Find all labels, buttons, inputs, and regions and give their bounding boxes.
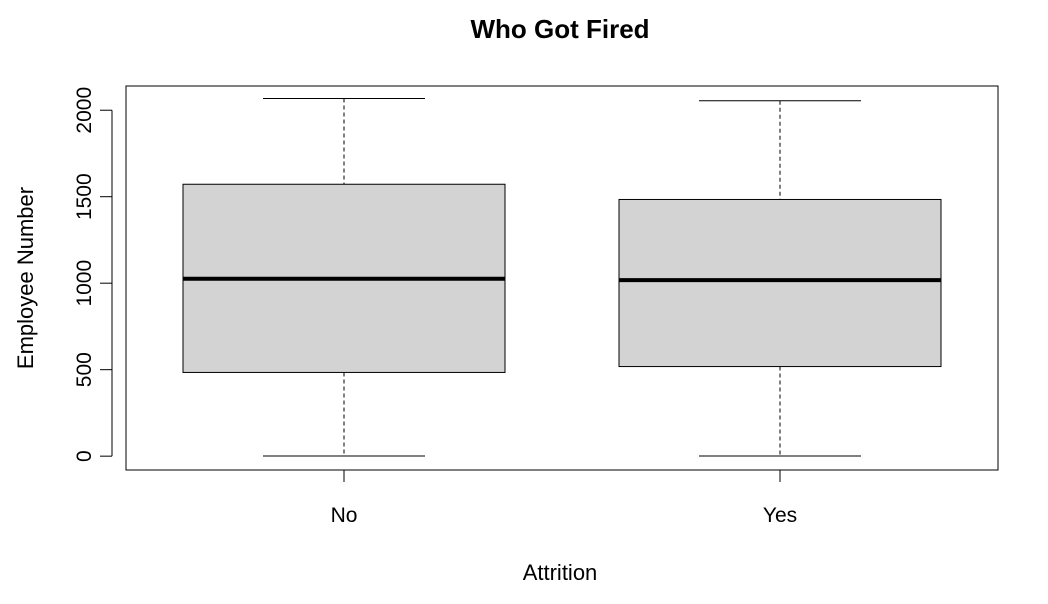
x-tick-label: No xyxy=(331,504,358,527)
iqr-box xyxy=(618,198,942,368)
y-axis: 0 500 1000 1500 2000 xyxy=(73,87,113,462)
y-axis-label: Employee Number xyxy=(13,187,38,369)
box-no xyxy=(182,97,506,457)
y-tick-label: 0 xyxy=(73,450,96,462)
box-yes xyxy=(618,100,942,457)
chart-title: Who Got Fired xyxy=(470,14,649,44)
boxes xyxy=(182,97,942,457)
y-tick-label: 1000 xyxy=(73,260,96,307)
x-tick-label: Yes xyxy=(763,504,797,527)
y-tick-label: 500 xyxy=(73,352,96,387)
y-tick-label: 2000 xyxy=(73,87,96,134)
x-axis-label: Attrition xyxy=(523,560,598,585)
x-axis: No Yes xyxy=(331,469,797,527)
y-tick-label: 1500 xyxy=(73,173,96,220)
